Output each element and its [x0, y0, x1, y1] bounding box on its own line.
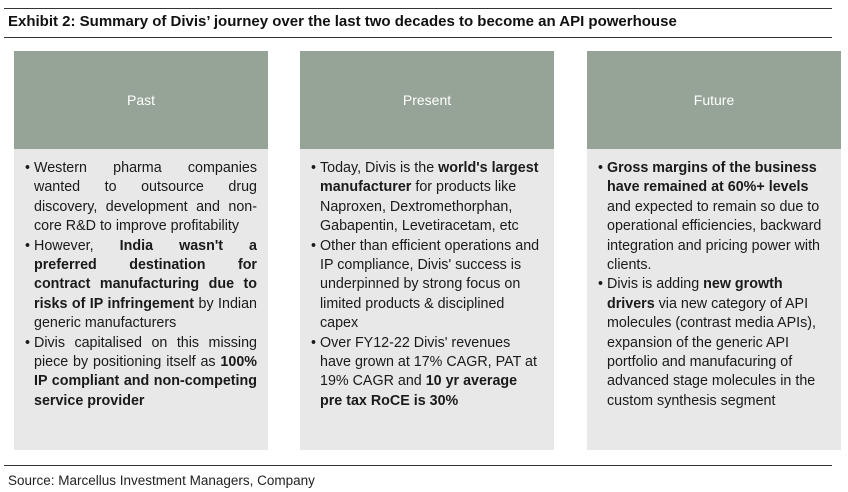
bullet-item: Over FY12-22 Divis' revenues have grown … — [311, 334, 543, 412]
panel-heading-past: Past — [14, 51, 268, 149]
panel-future: Future Gross margins of the business hav… — [587, 51, 841, 450]
bullet-text-bold: India wasn't a preferred destination for… — [34, 237, 257, 312]
exhibit-title: Exhibit 2: Summary of Divis’ journey ove… — [8, 13, 677, 30]
bullet-item: Other than efficient operations and IP c… — [311, 237, 543, 334]
bullet-text: However, — [34, 237, 120, 254]
panel-body-present: Today, Divis is the world's largest manu… — [311, 159, 543, 411]
panel-heading-present: Present — [300, 51, 554, 149]
bullet-text: Divis is adding — [607, 276, 704, 293]
bullet-text-bold: Gross margins of the business have remai… — [607, 160, 817, 196]
bullet-text-bold: new growth drivers — [607, 276, 783, 312]
panel-present: Present Today, Divis is the world's larg… — [300, 51, 554, 450]
panel-body-past: Western pharma companies wanted to outso… — [25, 159, 257, 411]
bullet-text: Divis capitalised on this missing piece … — [34, 334, 257, 371]
bullet-text: for products like Naproxen, Dextromethor… — [320, 179, 519, 235]
bullet-text-bold: world's largest manufacturer — [320, 160, 539, 196]
panel-heading-future: Future — [587, 51, 841, 149]
bullet-text: Over FY12-22 Divis' revenues have grown … — [320, 334, 537, 390]
bullet-text-bold: 10 yr average pre tax RoCE is 30% — [320, 373, 518, 409]
source-note: Source: Marcellus Investment Managers, C… — [8, 473, 315, 488]
bullet-item: Western pharma companies wanted to outso… — [25, 159, 257, 237]
title-rule — [4, 37, 832, 38]
bullet-text-bold: 100% IP compliant and non-competing serv… — [34, 354, 257, 409]
bullet-text: by Indian generic manufacturers — [34, 295, 257, 332]
bottom-rule — [4, 465, 832, 466]
bullet-item: Divis is adding new growth drivers via n… — [598, 275, 830, 411]
top-rule — [4, 8, 832, 9]
bullet-item: Gross margins of the business have remai… — [598, 159, 830, 275]
bullet-text: Today, Divis is the — [320, 160, 439, 176]
bullet-item: Divis capitalised on this missing piece … — [25, 334, 257, 412]
bullet-item: However, India wasn't a preferred destin… — [25, 237, 257, 334]
panel-past: Past Western pharma companies wanted to … — [14, 51, 268, 450]
bullet-text: via new category of API molecules (contr… — [607, 295, 816, 409]
bullet-text: Western pharma companies wanted to outso… — [34, 160, 257, 235]
panel-body-future: Gross margins of the business have remai… — [598, 159, 830, 411]
bullet-item: Today, Divis is the world's largest manu… — [311, 159, 543, 237]
bullet-text: and expected to remain so due to operati… — [607, 198, 822, 274]
bullet-text: Other than efficient operations and IP c… — [320, 237, 540, 332]
